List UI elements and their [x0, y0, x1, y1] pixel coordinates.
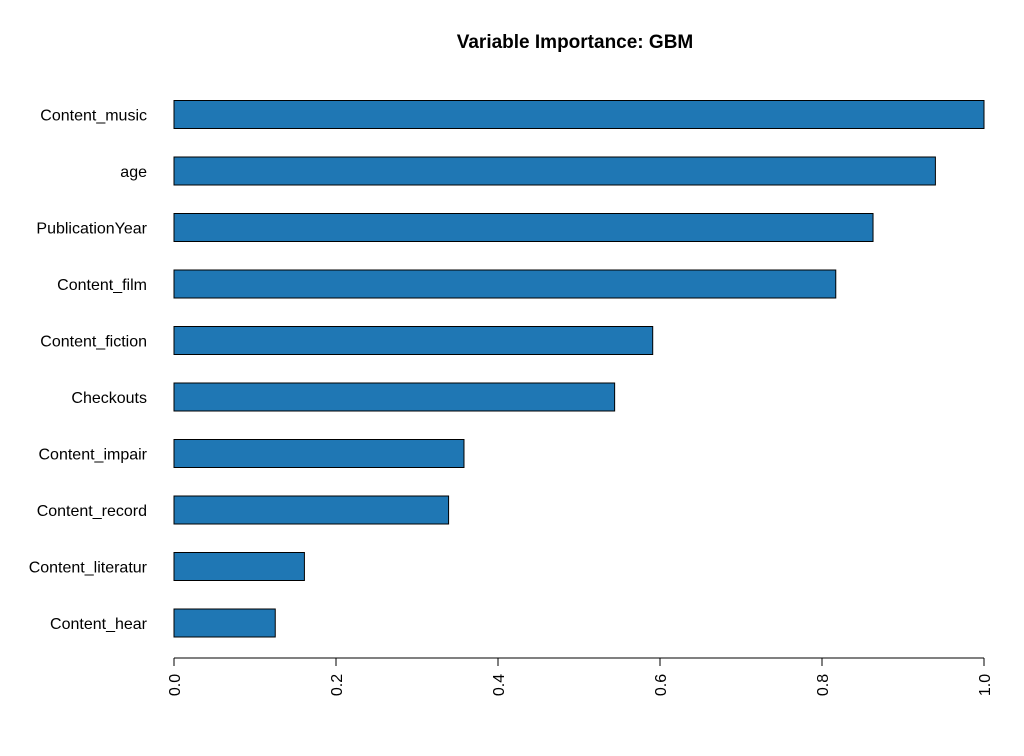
bar-6: [173, 439, 465, 468]
bar-3: [173, 269, 837, 299]
category-label-3: Content_film: [57, 277, 147, 294]
bar-2: [173, 213, 874, 242]
category-label-9: Content_hear: [50, 616, 148, 633]
bar-9: [173, 608, 276, 638]
x-tick-label-1: 0.2: [329, 674, 346, 696]
x-tick-label-2: 0.4: [491, 674, 508, 696]
category-label-4: Content_fiction: [40, 334, 147, 351]
category-label-1: age: [120, 164, 147, 181]
chart-title: Variable Importance: GBM: [457, 32, 694, 53]
bar-7: [173, 495, 450, 525]
x-axis: 0.0 0.2 0.4 0.6 0.8 1.0: [167, 657, 994, 696]
category-label-2: PublicationYear: [36, 221, 147, 238]
category-label-7: Content_record: [37, 503, 147, 520]
bar-1: [173, 156, 936, 186]
category-label-6: Content_impair: [39, 447, 148, 464]
bar-4: [173, 326, 654, 355]
x-tick-label-0: 0.0: [167, 674, 184, 696]
x-tick-label-4: 0.8: [815, 674, 832, 696]
bar-5: [173, 382, 616, 412]
category-label-5: Checkouts: [71, 390, 147, 407]
category-label-8: Content_literatur: [29, 560, 148, 577]
category-label-0: Content_music: [40, 108, 147, 125]
bar-8: [173, 552, 305, 581]
bar-0: [173, 100, 985, 129]
x-tick-label-3: 0.6: [653, 674, 670, 696]
bars-group: [173, 100, 985, 638]
x-tick-label-5: 1.0: [977, 674, 994, 696]
